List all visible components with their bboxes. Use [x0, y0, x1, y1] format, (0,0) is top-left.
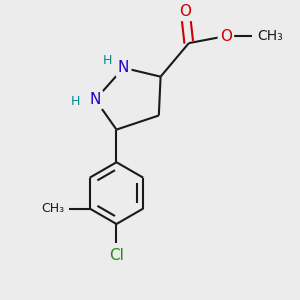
Text: N: N: [118, 60, 129, 75]
Text: N: N: [90, 92, 101, 107]
Text: H: H: [71, 95, 81, 108]
Text: CH₃: CH₃: [41, 202, 64, 215]
Text: CH₃: CH₃: [258, 29, 284, 43]
Text: Cl: Cl: [109, 248, 124, 263]
Text: O: O: [220, 28, 232, 44]
Text: H: H: [103, 54, 112, 67]
Text: O: O: [179, 4, 191, 19]
